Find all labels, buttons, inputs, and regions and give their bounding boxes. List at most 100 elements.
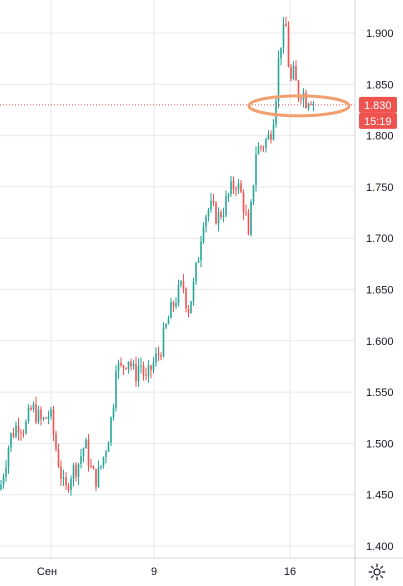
candle-body [195, 262, 197, 282]
candle-body [252, 185, 255, 203]
price-tick-label: 1.400 [366, 541, 394, 553]
candle-body [22, 432, 25, 434]
candle-body [250, 202, 252, 235]
candle-body [165, 324, 167, 328]
candle-body [125, 367, 127, 369]
candle-body [65, 477, 67, 486]
candle-body [210, 200, 212, 210]
candle-body [245, 212, 247, 214]
time-tick-label: 9 [151, 566, 157, 578]
candle-body [222, 215, 225, 218]
candle-body [265, 139, 267, 148]
candle-body [280, 47, 282, 59]
candle-body [192, 281, 195, 302]
candle-body [275, 100, 277, 125]
candle-body [300, 99, 302, 101]
candle-body [305, 92, 307, 109]
candle-body [95, 468, 97, 487]
candle-body [207, 209, 210, 217]
candle-body [282, 24, 285, 48]
candle-body [62, 477, 65, 479]
candle-body [310, 103, 312, 105]
candle-body [117, 362, 120, 372]
candle-body [122, 365, 125, 368]
price-tick-label: 1.650 [366, 285, 394, 297]
candle-body [112, 407, 115, 418]
annotation-ellipse [247, 94, 351, 118]
candle-body [55, 434, 57, 450]
candle-body [170, 302, 172, 319]
candle-body [47, 416, 50, 419]
candle-body [120, 362, 122, 366]
candle-body [155, 353, 157, 363]
candle-body [270, 134, 272, 140]
candle-body [127, 361, 130, 369]
price-label-bg [359, 96, 397, 113]
candle-body [202, 226, 205, 242]
price-tick-label: 1.900 [366, 28, 394, 40]
price-axis[interactable]: 1.900 1.850 1.800 1.750 1.700 1.650 1.600 1.550… [366, 28, 394, 553]
price-tick-label: 1.550 [366, 387, 394, 399]
candle-body [262, 147, 265, 149]
price-tick-label: 1.800 [366, 131, 394, 143]
candle-body [107, 442, 110, 453]
candle-body [177, 284, 180, 304]
candle-body [167, 318, 170, 325]
countdown-label-bg [359, 112, 397, 129]
price-tick-label: 1.750 [366, 182, 394, 194]
bar-countdown-label: 15:19 [364, 116, 392, 128]
candle-body [105, 452, 107, 457]
candle-body [162, 327, 165, 357]
candle-body [307, 103, 310, 109]
candle-body [110, 417, 112, 443]
candle-body [67, 485, 70, 491]
candle-body [7, 447, 10, 468]
price-tick-label: 1.850 [366, 79, 394, 91]
candle-body [175, 303, 177, 307]
candle-body [287, 26, 290, 68]
candle-body [20, 432, 22, 434]
candle-body [37, 409, 40, 423]
candle-body [10, 433, 12, 448]
time-axis[interactable]: Сен 9 16 [37, 566, 296, 578]
candle-body [132, 363, 135, 367]
candle-body [2, 476, 5, 485]
candle-body [257, 146, 260, 155]
candle-body [130, 361, 132, 367]
candle-body [42, 417, 45, 420]
candle-body [187, 308, 190, 314]
candle-body [152, 362, 155, 371]
candle-body [92, 466, 95, 469]
candle-body [200, 241, 202, 261]
candle-body [225, 196, 227, 216]
candle-body [70, 478, 72, 491]
candle-body [277, 58, 280, 101]
candle-body [247, 212, 250, 235]
candle-body [0, 484, 2, 490]
candle-body [142, 365, 145, 376]
candles [0, 16, 315, 496]
candle-body [5, 467, 7, 477]
candle-body [285, 24, 287, 27]
candle-body [227, 194, 230, 197]
candle-body [15, 425, 17, 437]
candle-body [35, 404, 37, 423]
candle-body [60, 466, 62, 479]
candle-body [135, 363, 137, 382]
candle-body [212, 200, 215, 203]
candle-body [295, 66, 297, 81]
candle-body [272, 124, 275, 140]
candle-body [150, 365, 152, 371]
candle-body [312, 103, 315, 105]
candle-body [27, 407, 30, 422]
candle-body [115, 371, 117, 408]
candle-body [260, 146, 262, 148]
current-price-label: 1.830 [364, 100, 392, 112]
candle-body [182, 281, 185, 289]
gear-icon[interactable] [366, 561, 388, 583]
candle-body [180, 281, 182, 285]
price-tick-label: 1.450 [366, 490, 394, 502]
candle-body [185, 288, 187, 309]
candle-body [80, 456, 82, 464]
